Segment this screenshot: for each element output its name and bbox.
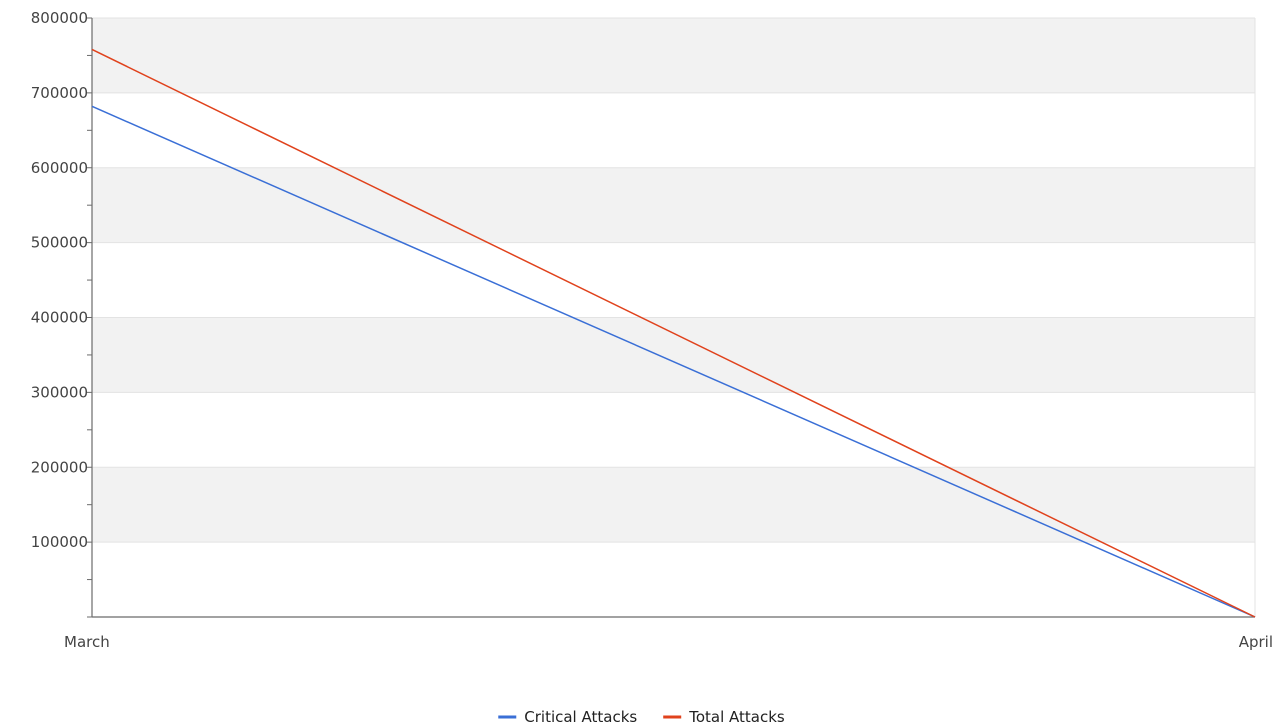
series-layer — [91, 48, 1256, 618]
y-tick-label: 500000 — [31, 234, 88, 252]
background-band — [92, 317, 1255, 393]
legend-item-total-attacks[interactable]: Total Attacks — [663, 708, 785, 726]
y-tick-label: 800000 — [31, 9, 88, 27]
plot-background-bands — [92, 18, 1255, 543]
x-axis-ticks: March April — [64, 633, 1273, 651]
y-tick-label: 600000 — [31, 159, 88, 177]
series-line-total-attacks — [91, 48, 1256, 618]
y-tick-label: 700000 — [31, 84, 88, 102]
background-band — [92, 467, 1255, 543]
y-axis-ticks: 100000 200000 300000 400000 500000 600000 7000… — [31, 9, 92, 618]
legend: Critical Attacks Total Attacks — [498, 708, 785, 726]
x-tick-label: March — [64, 633, 110, 651]
x-tick-label: April — [1239, 633, 1273, 651]
legend-item-critical-attacks[interactable]: Critical Attacks — [498, 708, 637, 726]
background-band — [92, 18, 1255, 93]
legend-label: Critical Attacks — [524, 708, 637, 726]
background-band — [92, 167, 1255, 243]
y-tick-label: 200000 — [31, 458, 88, 476]
legend-label: Total Attacks — [688, 708, 785, 726]
y-tick-label: 300000 — [31, 383, 88, 401]
gridlines — [92, 17, 1256, 617]
y-tick-label: 400000 — [31, 309, 88, 327]
y-tick-label: 100000 — [31, 533, 88, 551]
series-line-critical-attacks — [91, 105, 1256, 618]
